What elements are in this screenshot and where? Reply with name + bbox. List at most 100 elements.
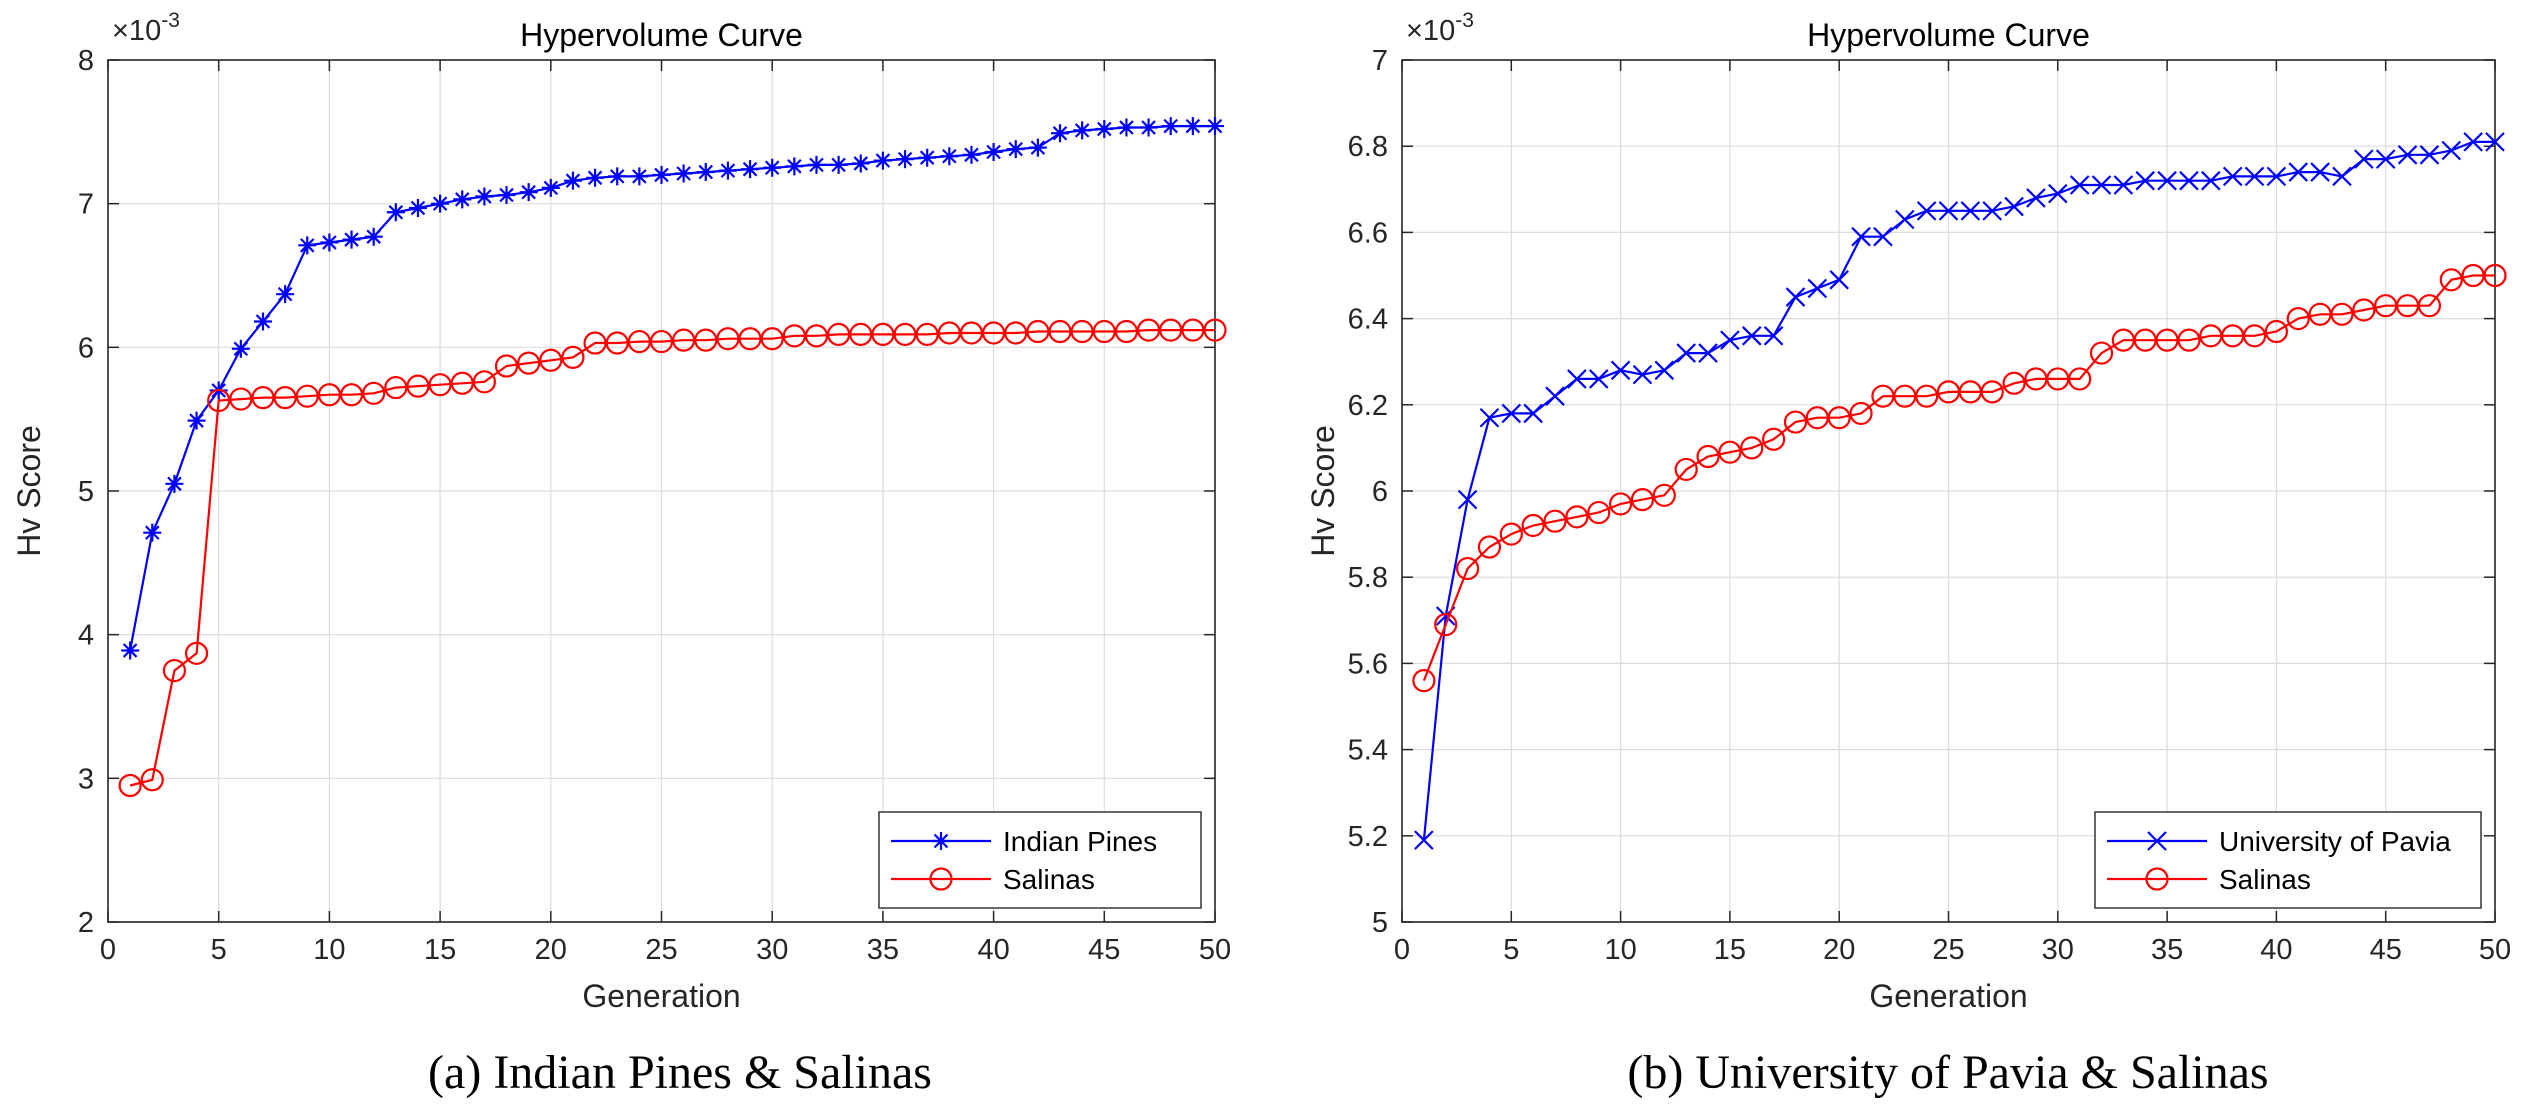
legend-label: Indian Pines <box>1003 826 1157 857</box>
data-point <box>1674 457 1698 482</box>
data-point <box>2242 324 2267 348</box>
x-axis-title: Generation <box>1869 978 2027 1014</box>
data-point <box>1630 488 1655 512</box>
data-point <box>2441 140 2462 161</box>
data-point <box>1095 119 1114 138</box>
data-point <box>1159 318 1183 342</box>
y-tick-label: 3 <box>78 763 94 795</box>
data-point <box>1718 440 1742 464</box>
y-tick-label: 6.2 <box>1348 390 1388 422</box>
data-point <box>1181 318 1205 342</box>
x-tick-label: 0 <box>100 934 116 966</box>
data-point <box>1136 318 1161 342</box>
data-point <box>1698 343 1718 363</box>
data-point <box>541 178 560 197</box>
data-point <box>2266 166 2287 187</box>
legend-label: University of Pavia <box>2219 826 2451 857</box>
data-point <box>1183 117 1202 136</box>
data-point <box>1829 270 1849 290</box>
data-point <box>2310 162 2330 182</box>
data-point <box>1070 319 1094 344</box>
data-point <box>2330 302 2354 326</box>
data-point <box>896 150 915 169</box>
data-point <box>1501 403 1522 424</box>
x-tick-label: 10 <box>313 934 345 966</box>
y-tick-label: 4 <box>78 620 94 652</box>
x-tick-label: 15 <box>424 934 456 966</box>
data-point <box>1783 410 1808 434</box>
data-point <box>849 322 873 347</box>
data-point <box>627 329 651 354</box>
data-point <box>981 321 1006 345</box>
legend-label: Salinas <box>1003 864 1095 895</box>
legend: University of Pavia Salinas <box>2094 811 2482 909</box>
x-tick-label: 15 <box>1714 934 1746 966</box>
data-point <box>1654 360 1675 381</box>
data-point <box>718 161 737 180</box>
y-tick-label: 5.2 <box>1348 821 1388 853</box>
data-point <box>207 388 231 413</box>
data-point <box>1610 360 1631 381</box>
x-tick-label: 40 <box>2260 934 2292 966</box>
data-point <box>472 370 496 394</box>
x-tick-label: 45 <box>1088 934 1120 966</box>
data-point <box>674 164 693 183</box>
data-point <box>1139 118 1158 137</box>
data-point <box>2201 170 2221 191</box>
data-point <box>1004 321 1028 345</box>
data-point <box>2483 263 2507 288</box>
data-point <box>827 322 851 347</box>
data-point <box>118 773 142 798</box>
data-point <box>1414 830 1434 850</box>
data-point <box>2485 132 2505 152</box>
data-point <box>1960 201 1981 221</box>
data-point <box>1632 364 1653 385</box>
data-point <box>1915 384 1939 408</box>
data-point <box>1477 535 1502 559</box>
data-point <box>431 194 450 213</box>
data-point <box>408 198 427 217</box>
x-tick-label: 5 <box>1503 934 1519 966</box>
data-point <box>539 348 563 372</box>
figure-caption: (b) University of Pavia & Salinas <box>1627 1046 2268 1099</box>
data-point <box>2375 149 2396 169</box>
data-point <box>649 329 674 354</box>
x-tick-label: 50 <box>2479 934 2511 966</box>
x-tick-label: 35 <box>867 934 899 966</box>
y-exponent-value: -3 <box>1455 9 1474 32</box>
x-tick-label: 20 <box>1823 934 1855 966</box>
data-point <box>1545 386 1565 406</box>
data-point <box>716 327 740 351</box>
data-point <box>1161 117 1180 136</box>
data-point <box>1006 140 1025 159</box>
x-tick-label: 35 <box>2151 934 2183 966</box>
data-point <box>1499 522 1523 546</box>
data-point <box>1114 319 1139 344</box>
y-tick-label: 5.6 <box>1348 648 1388 680</box>
data-point <box>696 163 715 182</box>
y-axis-title: Hv Score <box>11 425 47 557</box>
data-point <box>273 386 297 410</box>
data-point <box>2463 132 2483 152</box>
series-indian-pines <box>121 117 1224 660</box>
data-point <box>1676 343 1696 363</box>
data-point <box>2397 145 2418 165</box>
y-axis-title: Hv Score <box>1305 425 1341 557</box>
data-point <box>121 641 140 660</box>
x-tick-label: 45 <box>2370 934 2402 966</box>
data-point <box>450 371 474 395</box>
data-point <box>672 328 696 352</box>
data-point <box>1434 613 1458 637</box>
data-point <box>2244 166 2265 187</box>
data-point <box>2135 170 2156 191</box>
data-point <box>2089 341 2114 365</box>
x-tick-label: 0 <box>1394 934 1410 966</box>
data-point <box>497 186 516 205</box>
data-point <box>2222 166 2243 187</box>
y-tick-label: 6.8 <box>1348 131 1388 163</box>
x-tick-label: 20 <box>535 934 567 966</box>
data-point <box>406 374 430 398</box>
data-point <box>1026 319 1050 344</box>
legend-label: Salinas <box>2219 864 2311 895</box>
data-point <box>1117 118 1136 137</box>
